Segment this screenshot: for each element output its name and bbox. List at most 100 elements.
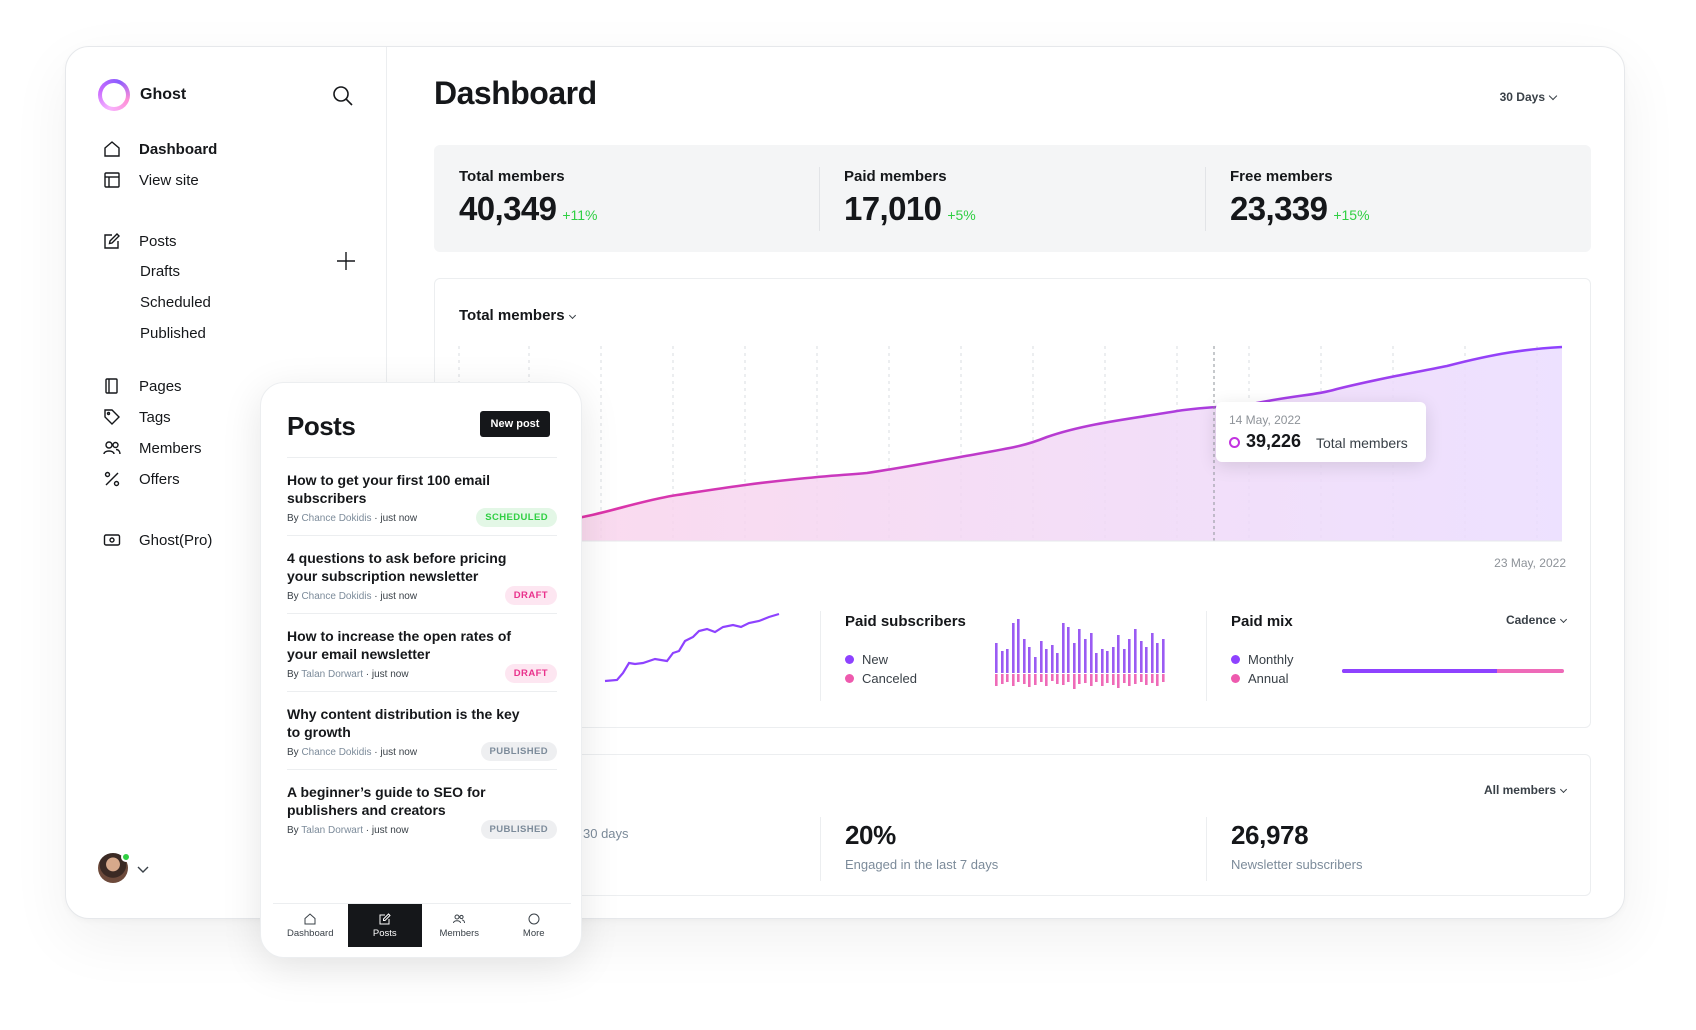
divider — [820, 611, 821, 701]
chevron-down-icon — [1548, 91, 1558, 101]
legend-annual: Annual — [1248, 671, 1289, 686]
status-badge: PUBLISHED — [480, 820, 557, 839]
paid-subscribers-barchart[interactable] — [995, 619, 1171, 691]
sidebar-item-label: Members — [139, 439, 202, 457]
post-title: 4 questions to ask before pricing your s… — [287, 550, 507, 584]
sidebar-item-label: Pages — [139, 377, 182, 395]
chevron-down-icon[interactable] — [136, 862, 150, 876]
sidebar-item-view-site[interactable]: View site — [102, 170, 199, 190]
new-post-button[interactable]: New post — [480, 411, 550, 437]
kpi-value: 17,010 — [844, 190, 942, 227]
stat-value: 26,978 — [1231, 820, 1309, 850]
kpi-label: Total members — [459, 168, 565, 185]
kpi-value: 40,349 — [459, 190, 557, 227]
kpi-total-members[interactable]: Total members 40,349 +11% — [459, 168, 598, 228]
chart-metric-select[interactable]: Total members — [459, 307, 576, 324]
divider — [1206, 817, 1207, 881]
member-filter-select[interactable]: All members — [1483, 783, 1568, 797]
kpi-free-members[interactable]: Free members 23,339 +15% — [1230, 168, 1370, 228]
sidebar-item-ghost-pro[interactable]: Ghost(Pro) — [102, 530, 212, 550]
search-icon[interactable] — [332, 85, 354, 107]
engagement-card: All members 30 days 20% Engaged in the l… — [434, 754, 1591, 896]
post-meta: By Chance Dokidis · just now — [287, 747, 418, 758]
sidebar-item-pages[interactable]: Pages — [102, 376, 182, 396]
online-status-icon — [121, 852, 131, 862]
status-badge: DRAFT — [504, 664, 557, 683]
status-badge: PUBLISHED — [480, 742, 557, 761]
stat-label: Newsletter subscribers — [1231, 857, 1363, 872]
chart-metric-label: Total members — [459, 307, 565, 324]
member-filter-label: All members — [1483, 783, 1556, 797]
kpi-paid-members[interactable]: Paid members 17,010 +5% — [844, 168, 976, 228]
chart-end-date: 23 May, 2022 — [1494, 556, 1566, 570]
sidebar-item-label: View site — [139, 171, 199, 189]
billing-icon — [102, 530, 122, 550]
tab-label: More — [522, 927, 545, 939]
post-list-item[interactable]: Why content distribution is the key to g… — [287, 691, 557, 777]
post-title: Why content distribution is the key to g… — [287, 706, 520, 740]
sidebar-item-drafts[interactable]: Drafts — [140, 263, 181, 280]
post-meta: By Chance Dokidis · just now — [287, 591, 418, 602]
paid-mix-bar[interactable] — [1342, 669, 1564, 673]
legend-monthly: Monthly — [1248, 652, 1294, 667]
members-area-chart[interactable] — [457, 341, 1569, 551]
mobile-tab-bar: Dashboard Posts Members More — [273, 903, 571, 947]
members-chart-card: Total members — [434, 278, 1591, 728]
paid-mix-title: Paid mix — [1231, 613, 1293, 630]
legend-dot-new-icon — [845, 655, 854, 664]
kpi-delta: +15% — [1333, 207, 1370, 223]
brand[interactable]: Ghost — [98, 79, 186, 111]
post-title: How to get your first 100 email subscrib… — [287, 472, 491, 506]
tooltip-value: 39,226 — [1246, 431, 1302, 451]
tab-dashboard[interactable]: Dashboard — [273, 904, 348, 947]
kpi-delta: +11% — [562, 207, 598, 223]
sidebar-item-scheduled[interactable]: Scheduled — [140, 294, 211, 311]
stat-open-rate: 30 days — [460, 820, 629, 841]
post-list-item[interactable]: How to get your first 100 email subscrib… — [287, 457, 557, 543]
tooltip-date: 14 May, 2022 — [1229, 413, 1301, 427]
cadence-label: Cadence — [1505, 613, 1556, 627]
post-title: A beginner’s guide to SEO for publishers… — [287, 784, 486, 818]
edit-icon — [102, 231, 122, 251]
sidebar-item-members[interactable]: Members — [102, 438, 202, 458]
ghost-logo-icon — [98, 79, 130, 111]
stat-label: Engaged in the last 7 days — [845, 857, 999, 872]
tab-label: Posts — [372, 927, 397, 939]
mobile-page-title: Posts — [287, 411, 356, 441]
kpi-value: 23,339 — [1230, 190, 1328, 227]
sparkline-line — [604, 612, 780, 683]
layout-icon — [102, 170, 122, 190]
legend-dot-annual-icon — [1231, 674, 1240, 683]
sidebar-item-tags[interactable]: Tags — [102, 407, 171, 427]
more-icon — [528, 913, 540, 924]
sidebar-item-offers[interactable]: Offers — [102, 469, 180, 489]
kpi-delta: +5% — [947, 207, 976, 223]
post-title: How to increase the open rates of your e… — [287, 628, 512, 662]
members-icon — [453, 914, 466, 923]
sidebar-item-published[interactable]: Published — [140, 325, 206, 342]
legend-new: New — [862, 652, 889, 667]
stat-label: 30 days — [583, 826, 629, 841]
home-icon — [304, 912, 316, 924]
post-list-item[interactable]: A beginner’s guide to SEO for publishers… — [287, 769, 557, 855]
post-list-item[interactable]: How to increase the open rates of your e… — [287, 613, 557, 699]
post-meta: By Chance Dokidis · just now — [287, 513, 418, 524]
stat-newsletter-subscribers: 26,978 Newsletter subscribers — [1231, 820, 1363, 872]
sidebar-item-dashboard[interactable]: Dashboard — [102, 139, 217, 159]
tag-icon — [102, 407, 122, 427]
post-list-item[interactable]: 4 questions to ask before pricing your s… — [287, 535, 557, 621]
date-range-select[interactable]: 30 Days — [1500, 90, 1558, 104]
kpi-label: Paid members — [844, 168, 947, 185]
tab-more[interactable]: More — [497, 904, 572, 947]
free-members-sparkline[interactable] — [603, 607, 781, 689]
members-icon — [102, 438, 122, 458]
status-badge: DRAFT — [504, 586, 557, 605]
tab-members[interactable]: Members — [422, 904, 497, 947]
cadence-select[interactable]: Cadence — [1505, 613, 1568, 627]
sidebar-item-label: Dashboard — [139, 140, 218, 158]
add-post-icon[interactable] — [335, 250, 357, 272]
tab-posts[interactable]: Posts — [347, 904, 422, 947]
edit-icon — [379, 912, 391, 924]
tab-label: Dashboard — [287, 927, 334, 939]
sidebar-item-posts[interactable]: Posts — [102, 231, 177, 251]
